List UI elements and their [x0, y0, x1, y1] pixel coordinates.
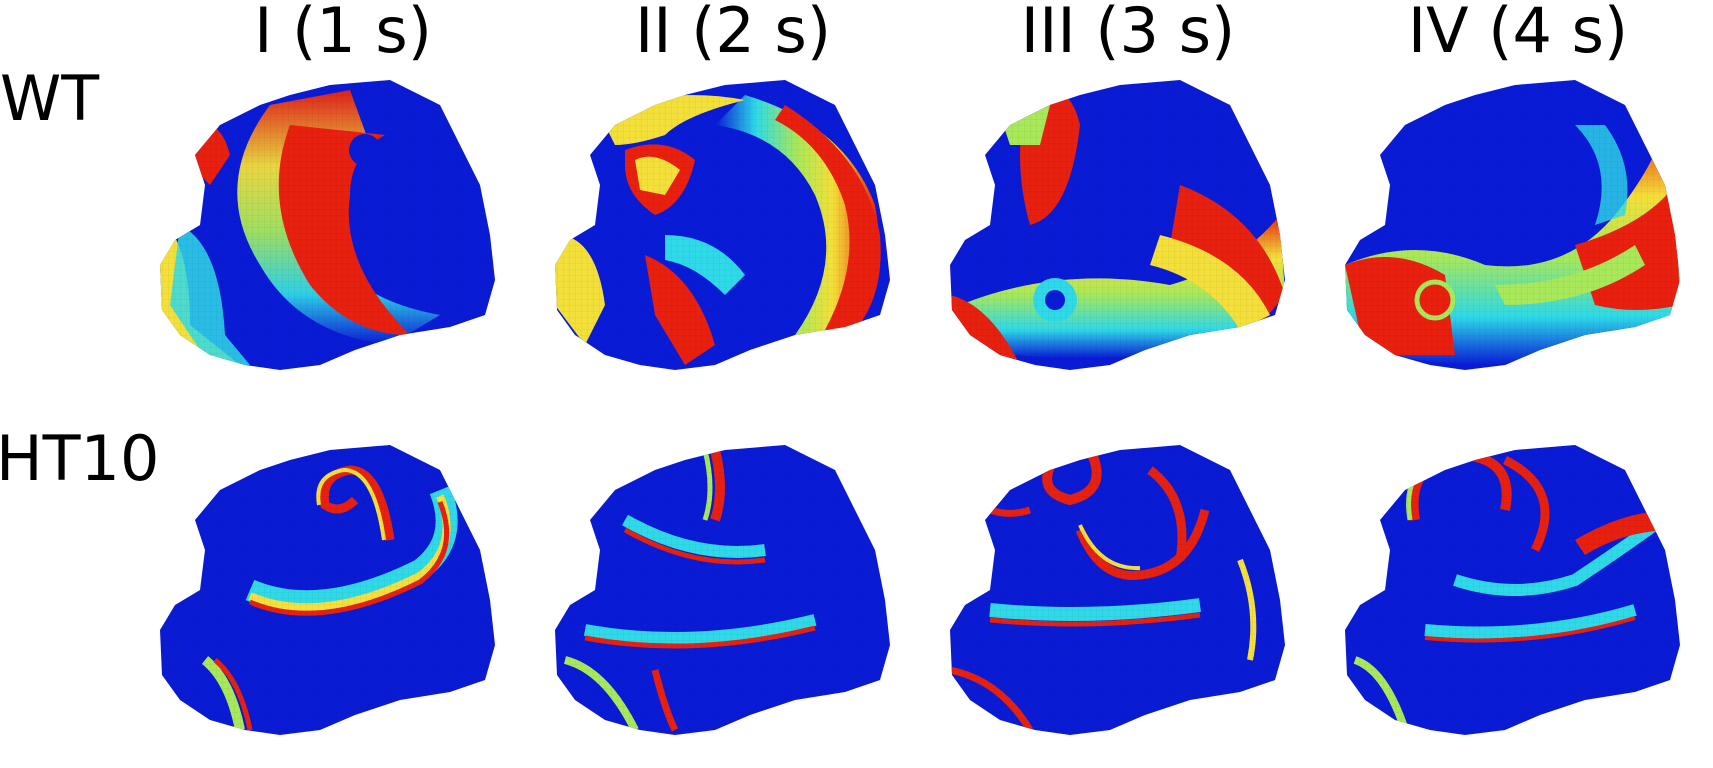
heart-panel-ht10-4 — [1335, 430, 1707, 760]
heart-map-ht10-2 — [555, 445, 890, 735]
heart-map-wt-3 — [950, 80, 1285, 370]
row-label-wt: WT — [0, 62, 100, 135]
column-title-4: IV (4 s) — [1407, 0, 1629, 67]
heart-map-ht10-4 — [1345, 445, 1680, 735]
column-title-3: III (3 s) — [1020, 0, 1236, 67]
column-title-2: II (2 s) — [634, 0, 832, 67]
heart-panel-wt-3 — [940, 65, 1312, 395]
heart-panel-ht10-2 — [545, 430, 917, 760]
heart-map-wt-4 — [1345, 80, 1680, 370]
heart-panel-wt-1 — [150, 65, 522, 395]
heart-map-ht10-3 — [950, 445, 1285, 735]
heart-map-wt-2 — [555, 80, 890, 370]
heart-panel-ht10-3 — [940, 430, 1312, 760]
heart-map-ht10-1 — [160, 445, 495, 735]
row-label-ht10: HT10 — [0, 422, 160, 495]
heart-map-wt-1 — [160, 80, 495, 370]
heart-panel-wt-4 — [1335, 65, 1707, 395]
heart-panel-wt-2 — [545, 65, 917, 395]
column-title-1: I (1 s) — [254, 0, 432, 67]
heart-panel-ht10-1 — [150, 430, 522, 760]
